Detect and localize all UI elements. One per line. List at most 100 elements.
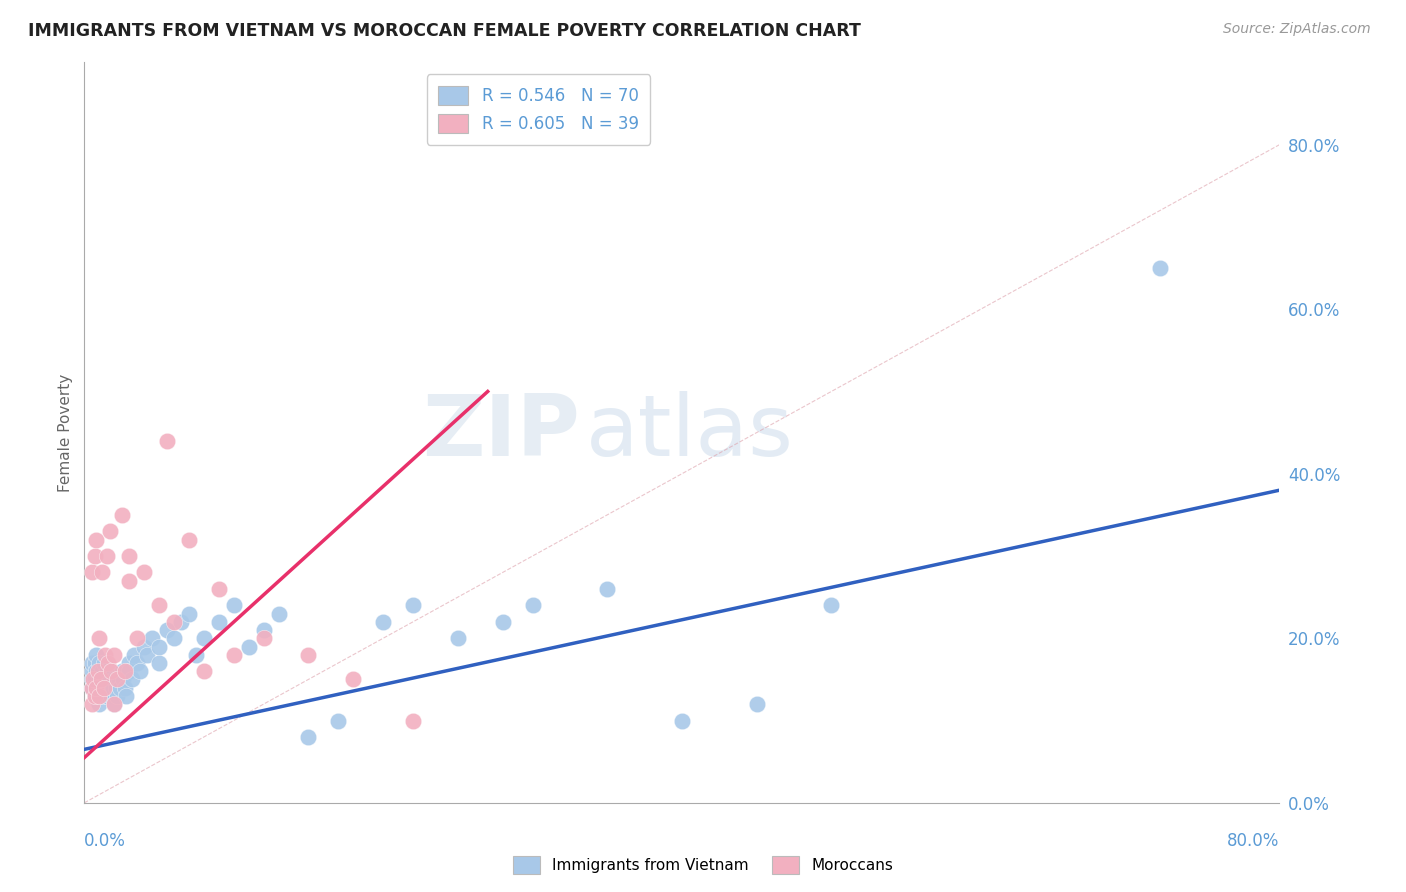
Point xyxy=(125,656,148,670)
Point xyxy=(118,664,141,678)
Point xyxy=(80,673,103,687)
Point xyxy=(122,648,145,662)
Point xyxy=(118,656,141,670)
Text: Source: ZipAtlas.com: Source: ZipAtlas.com xyxy=(1223,22,1371,37)
Point xyxy=(89,632,111,646)
Point xyxy=(492,615,515,629)
Point xyxy=(89,689,111,703)
Point xyxy=(267,607,290,621)
Point xyxy=(112,673,135,687)
Legend: R = 0.546   N = 70, R = 0.605   N = 39: R = 0.546 N = 70, R = 0.605 N = 39 xyxy=(426,74,651,145)
Point xyxy=(83,673,105,687)
Point xyxy=(103,697,125,711)
Point xyxy=(103,648,125,662)
Point xyxy=(148,599,170,613)
Point xyxy=(96,664,118,678)
Point xyxy=(402,599,425,613)
Point xyxy=(155,434,177,448)
Point xyxy=(89,681,111,695)
Point xyxy=(93,681,115,695)
Point xyxy=(132,566,156,580)
Point xyxy=(100,664,122,678)
Point xyxy=(80,681,103,695)
Point xyxy=(111,664,134,678)
Point xyxy=(91,566,114,580)
Point xyxy=(93,656,115,670)
Point xyxy=(163,615,186,629)
Point xyxy=(80,697,103,711)
Point xyxy=(111,508,134,522)
Point xyxy=(86,681,108,695)
Point xyxy=(114,681,136,695)
Point xyxy=(87,664,110,678)
Point xyxy=(110,681,132,695)
Point xyxy=(121,673,143,687)
Point xyxy=(105,689,128,703)
Y-axis label: Female Poverty: Female Poverty xyxy=(58,374,73,491)
Point xyxy=(93,681,115,695)
Point xyxy=(86,533,108,547)
Point xyxy=(253,632,276,646)
Point xyxy=(373,615,395,629)
Point xyxy=(118,549,141,563)
Point xyxy=(86,664,108,678)
Point xyxy=(89,673,111,687)
Point xyxy=(148,640,170,654)
Point xyxy=(89,656,111,670)
Point xyxy=(402,714,425,728)
Point xyxy=(193,664,215,678)
Point xyxy=(128,664,150,678)
Point xyxy=(745,697,768,711)
Point xyxy=(1149,261,1171,276)
Point xyxy=(82,673,104,687)
Point xyxy=(107,673,129,687)
Point xyxy=(208,615,231,629)
Point xyxy=(671,714,693,728)
Point xyxy=(297,648,319,662)
Point xyxy=(103,697,125,711)
Point xyxy=(94,673,117,687)
Point xyxy=(86,681,108,695)
Point xyxy=(253,623,276,637)
Point xyxy=(447,632,470,646)
Point xyxy=(98,524,121,539)
Point xyxy=(193,632,215,646)
Point xyxy=(83,549,105,563)
Point xyxy=(80,664,103,678)
Point xyxy=(80,681,103,695)
Point xyxy=(155,623,177,637)
Point xyxy=(86,648,108,662)
Point xyxy=(125,632,148,646)
Point xyxy=(96,689,118,703)
Text: IMMIGRANTS FROM VIETNAM VS MOROCCAN FEMALE POVERTY CORRELATION CHART: IMMIGRANTS FROM VIETNAM VS MOROCCAN FEMA… xyxy=(28,22,860,40)
Point xyxy=(105,673,128,687)
Text: ZIP: ZIP xyxy=(423,391,581,475)
Point xyxy=(100,664,122,678)
Point xyxy=(177,533,200,547)
Legend: Immigrants from Vietnam, Moroccans: Immigrants from Vietnam, Moroccans xyxy=(506,850,900,880)
Point xyxy=(820,599,842,613)
Point xyxy=(90,673,112,687)
Text: atlas: atlas xyxy=(586,391,794,475)
Point xyxy=(91,689,114,703)
Point xyxy=(222,648,245,662)
Point xyxy=(96,549,118,563)
Point xyxy=(522,599,544,613)
Point xyxy=(186,648,208,662)
Point xyxy=(148,656,170,670)
Point xyxy=(328,714,350,728)
Point xyxy=(80,656,103,670)
Point xyxy=(115,689,138,703)
Text: 0.0%: 0.0% xyxy=(84,832,127,850)
Point xyxy=(118,574,141,588)
Point xyxy=(89,697,111,711)
Point xyxy=(104,681,127,695)
Point xyxy=(97,656,120,670)
Point xyxy=(163,632,186,646)
Point xyxy=(101,681,124,695)
Point xyxy=(596,582,619,596)
Point xyxy=(83,689,105,703)
Point xyxy=(132,640,156,654)
Point xyxy=(91,664,114,678)
Text: 80.0%: 80.0% xyxy=(1227,832,1279,850)
